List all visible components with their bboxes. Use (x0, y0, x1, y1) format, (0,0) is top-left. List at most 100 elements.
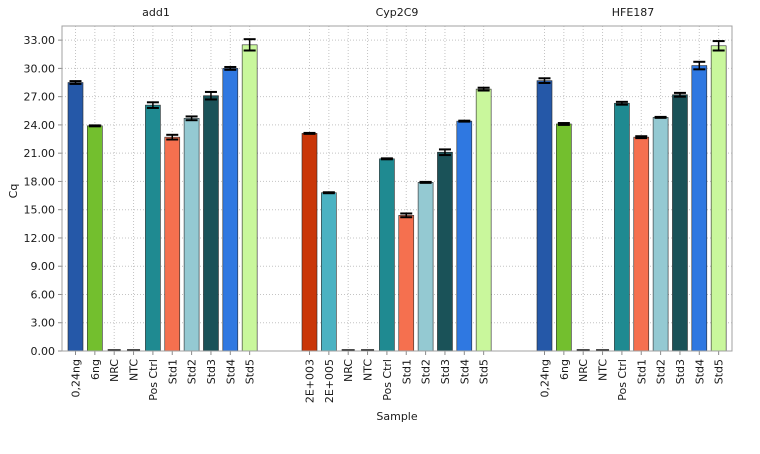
bar-2-9 (456, 120, 473, 352)
y-tick-label: 27.00 (24, 91, 56, 104)
bar-1-1 (67, 82, 84, 352)
bar-2-5 (379, 158, 395, 352)
bar-2-7 (417, 182, 434, 352)
error-bar (557, 122, 570, 126)
x-tick-label: Std5 (478, 359, 491, 384)
error-bar (224, 65, 237, 71)
error-bar (615, 100, 628, 106)
y-tick-label: 30.00 (24, 62, 56, 75)
y-tick-label: 33.00 (24, 34, 56, 47)
panel-title-2: Cyp2C9 (376, 6, 419, 19)
x-tick-label: Std1 (400, 359, 413, 384)
panel-title-1: add1 (142, 6, 170, 19)
x-tick-label: Pos Ctrl (147, 359, 160, 401)
grid-lines (62, 26, 732, 352)
bars (67, 38, 727, 352)
error-bar (88, 124, 101, 128)
error-bar (654, 115, 667, 119)
error-bar (438, 148, 451, 157)
bar-1-6 (164, 136, 181, 352)
bar-3-6 (633, 136, 650, 352)
bar-2-2 (321, 192, 337, 352)
x-tick-label: Std3 (205, 359, 218, 384)
bar-3-5 (614, 102, 630, 352)
y-tick-label: 12.00 (24, 232, 56, 245)
bar-1-7 (183, 118, 200, 352)
x-tick-label: Std3 (439, 359, 452, 384)
bar-2-10 (475, 88, 492, 352)
y-tick-label: 21.00 (24, 147, 56, 160)
x-tick-label: NTC (597, 359, 610, 381)
bar-1-10 (241, 44, 258, 352)
x-tick-label: 6ng (89, 359, 102, 380)
x-tick-label: 2E+005 (323, 359, 336, 403)
x-tick-label: Std4 (693, 359, 706, 384)
x-tick-label: Std2 (420, 359, 433, 384)
x-tick-label: NRC (342, 359, 355, 382)
bar-1-2 (87, 125, 103, 352)
x-tick-label: Std4 (458, 359, 471, 384)
x-tick-label: 0,24ng (70, 359, 83, 397)
error-bar (185, 115, 198, 122)
x-tick-label: Std5 (244, 359, 257, 384)
error-bar (243, 38, 256, 52)
x-tick-label: Pos Ctrl (616, 359, 629, 401)
error-bar (322, 191, 335, 195)
error-bar (712, 40, 725, 52)
x-tick-label: 6ng (558, 359, 571, 380)
error-bar (419, 180, 432, 184)
x-tick-label: Std2 (186, 359, 199, 384)
error-bar (303, 131, 316, 135)
error-bar (69, 80, 82, 85)
x-tick-label: NTC (128, 359, 141, 381)
bar-2-6 (398, 215, 415, 352)
y-tick-label: 18.00 (24, 175, 56, 188)
y-tick-label: 0.00 (31, 345, 56, 358)
bar-3-2 (556, 123, 572, 352)
bar-3-1 (536, 80, 553, 352)
error-bar (166, 133, 179, 141)
error-bar (538, 77, 551, 84)
bar-2-1 (301, 133, 318, 352)
bar-1-9 (222, 68, 239, 352)
error-bar (458, 119, 471, 123)
y-axis-title: Cq (7, 184, 20, 199)
x-tick-label: Std2 (655, 359, 668, 384)
error-bar (204, 90, 217, 101)
plot-frame (61, 25, 733, 352)
y-tick-label: 24.00 (24, 119, 56, 132)
x-tick-label: Std1 (166, 359, 179, 384)
bar-1-8 (203, 95, 219, 352)
x-tick-label: 0,24ng (539, 359, 552, 397)
bar-1-5 (145, 104, 161, 352)
x-tick-labels: 0,24ng 6ng NRC NTC Pos Ctrl Std1 Std2 Std3 Std4 S… (70, 351, 726, 403)
x-tick-label: NRC (108, 359, 121, 382)
x-tick-label: Pos Ctrl (381, 359, 394, 401)
error-bar (400, 212, 413, 219)
panel-title-3: HFE187 (612, 6, 655, 19)
x-tick-label: Std4 (224, 359, 237, 384)
y-tick-label: 15.00 (24, 204, 56, 217)
error-bar (673, 91, 686, 98)
x-axis-title: Sample (376, 410, 417, 423)
x-tick-label: 2E+003 (304, 359, 317, 403)
x-tick-label: Std5 (713, 359, 726, 384)
x-tick-label: Std3 (674, 359, 687, 384)
error-bar (635, 135, 648, 140)
y-tick-label: 9.00 (31, 260, 56, 273)
error-bar (380, 157, 393, 161)
y-tick-labels: 0.00 3.00 6.00 9.00 12.00 15.00 18.00 21.00 24.0… (24, 34, 62, 358)
y-tick-label: 3.00 (31, 317, 56, 330)
y-tick-label: 6.00 (31, 288, 56, 301)
bar-3-7 (652, 117, 669, 352)
bar-3-8 (672, 94, 688, 352)
error-bar (477, 86, 490, 92)
bar-2-8 (437, 151, 453, 352)
x-tick-label: NRC (577, 359, 590, 382)
bar-3-9 (691, 65, 708, 352)
x-tick-label: NTC (362, 359, 375, 381)
error-bar (693, 60, 706, 71)
panel-titles: add1 Cyp2C9 HFE187 (142, 6, 654, 19)
